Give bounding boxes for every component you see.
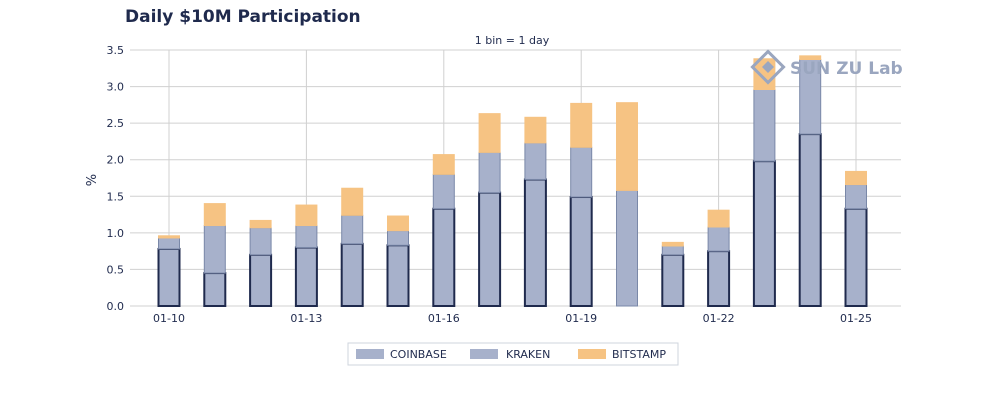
watermark-text: SUN ZU Lab: [790, 59, 903, 79]
legend-swatch-bitstamp: [578, 349, 606, 359]
bar-kraken-01-12[interactable]: [249, 227, 272, 256]
bars[interactable]: [157, 55, 868, 308]
bar-coinbase-01-13[interactable]: [294, 246, 318, 308]
bar-kraken-01-14[interactable]: [341, 214, 364, 245]
bar-bitstamp-01-15[interactable]: [387, 215, 409, 232]
bar-coinbase-01-19[interactable]: [569, 196, 593, 307]
x-axis-ticks: 01-10 01-13 01-16 01-19 01-22 01-25: [153, 312, 872, 325]
bar-coinbase-01-15[interactable]: [386, 244, 410, 307]
bar-kraken-01-16[interactable]: [432, 173, 455, 210]
y-tick-label: 1.5: [107, 190, 125, 203]
bar-bitstamp-01-13[interactable]: [295, 204, 318, 227]
y-tick-label: 0.5: [107, 263, 125, 276]
legend-swatch-kraken: [470, 349, 498, 359]
bar-bitstamp-01-11[interactable]: [203, 203, 226, 227]
sunzu-logo-icon: [750, 49, 786, 85]
y-axis-ticks: 0.0 0.5 1.0 1.5 2.0 2.5 3.0 3.5: [107, 44, 125, 313]
chart-title: Daily $10M Participation: [125, 7, 361, 27]
chart-subtitle: 1 bin = 1 day: [475, 34, 550, 47]
legend-label-bitstamp: BITSTAMP: [612, 348, 666, 361]
x-tick-label: 01-19: [565, 312, 597, 325]
y-tick-label: 0.0: [107, 300, 125, 313]
y-tick-label: 1.0: [107, 227, 125, 240]
bar-bitstamp-01-10[interactable]: [158, 235, 180, 239]
bar-kraken-01-23[interactable]: [753, 88, 776, 162]
bar-coinbase-01-12[interactable]: [249, 253, 273, 308]
bar-kraken-01-17[interactable]: [478, 151, 501, 194]
bar-coinbase-01-22[interactable]: [707, 250, 731, 307]
y-tick-label: 3.0: [107, 81, 125, 94]
x-tick-label: 01-22: [703, 312, 735, 325]
bar-coinbase-01-24[interactable]: [798, 133, 822, 307]
bar-coinbase-01-10[interactable]: [157, 247, 181, 308]
bar-bitstamp-01-17[interactable]: [478, 113, 501, 153]
bar-bitstamp-01-20[interactable]: [616, 102, 638, 191]
x-tick-label: 01-16: [428, 312, 460, 325]
legend-label-coinbase: COINBASE: [390, 348, 447, 361]
bar-coinbase-01-21[interactable]: [661, 253, 685, 308]
bar-bitstamp-01-14[interactable]: [341, 187, 364, 216]
bar-bitstamp-01-21[interactable]: [661, 241, 684, 247]
gridlines: [130, 49, 901, 307]
bar-kraken-01-10[interactable]: [158, 237, 180, 250]
x-tick-label: 01-10: [153, 312, 185, 325]
bar-bitstamp-01-24[interactable]: [799, 55, 822, 61]
bar-kraken-01-13[interactable]: [295, 225, 318, 248]
bar-kraken-01-11[interactable]: [203, 225, 226, 274]
x-tick-label: 01-13: [290, 312, 322, 325]
bar-coinbase-01-17[interactable]: [478, 191, 502, 307]
y-tick-label: 2.5: [107, 117, 125, 130]
bar-kraken-01-25[interactable]: [845, 184, 867, 210]
bar-kraken-01-15[interactable]: [387, 230, 409, 246]
legend-swatch-coinbase: [356, 349, 384, 359]
legend-label-kraken: KRAKEN: [506, 348, 550, 361]
bar-bitstamp-01-16[interactable]: [432, 154, 455, 175]
bar-bitstamp-01-19[interactable]: [570, 102, 593, 148]
watermark: SUN ZU Lab: [750, 49, 903, 85]
y-tick-label: 3.5: [107, 44, 125, 57]
bar-bitstamp-01-25[interactable]: [845, 170, 867, 186]
bar-coinbase-01-18[interactable]: [523, 178, 547, 307]
bar-kraken-01-22[interactable]: [707, 226, 730, 252]
bar-bitstamp-01-12[interactable]: [249, 219, 272, 229]
legend: COINBASE KRAKEN BITSTAMP: [347, 342, 679, 366]
bar-bitstamp-01-18[interactable]: [524, 116, 547, 144]
bar-coinbase-01-25[interactable]: [844, 207, 868, 307]
x-tick-label: 01-25: [840, 312, 872, 325]
bar-kraken-01-19[interactable]: [570, 146, 593, 198]
bar-kraken-01-20[interactable]: [616, 189, 638, 307]
y-tick-label: 2.0: [107, 154, 125, 167]
bar-kraken-01-18[interactable]: [524, 142, 547, 180]
bar-coinbase-01-16[interactable]: [432, 207, 456, 307]
bar-coinbase-01-14[interactable]: [340, 242, 364, 307]
bar-coinbase-01-23[interactable]: [752, 160, 776, 307]
bar-kraken-01-21[interactable]: [661, 245, 684, 256]
bar-coinbase-01-11[interactable]: [203, 272, 227, 308]
bar-bitstamp-01-22[interactable]: [707, 209, 730, 228]
y-axis-label: %: [85, 174, 100, 186]
